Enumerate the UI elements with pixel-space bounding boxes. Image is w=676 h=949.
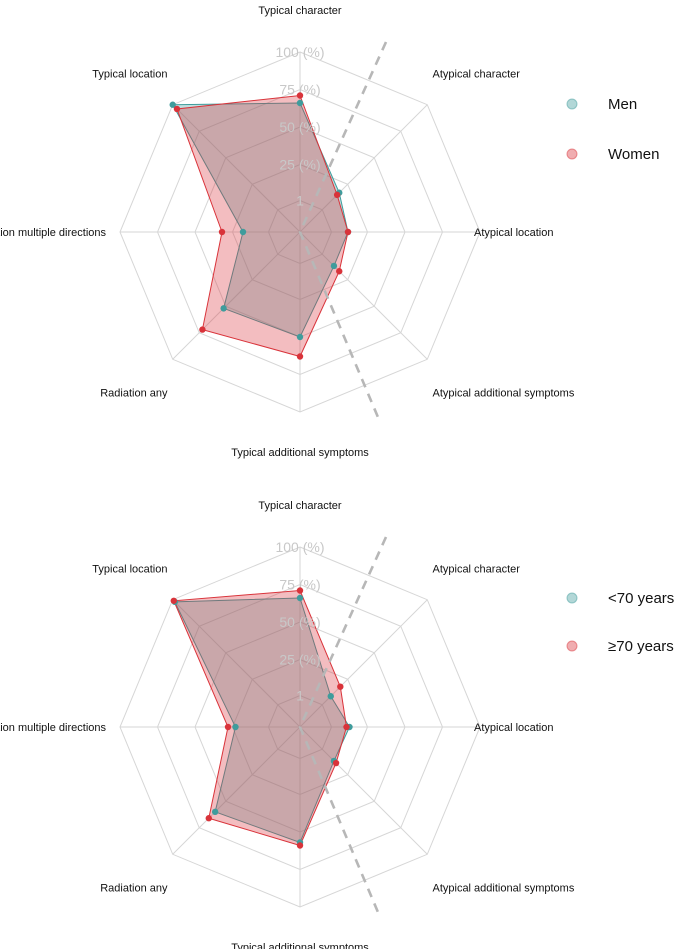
axis-label: Atypical additional symptoms [432, 882, 574, 894]
ring-label: 25 (%) [279, 652, 320, 668]
data-point [327, 693, 334, 700]
radar-chart-2: 1 25 (%) 50 (%) 75 (%) 100 (%) Typical charac… [0, 500, 674, 949]
data-point [330, 262, 338, 270]
legend-item: <70 years [566, 590, 674, 607]
data-point [343, 723, 350, 731]
ring-label: 100 (%) [275, 44, 324, 60]
data-point [336, 268, 343, 275]
axis-label: Radiation any [100, 882, 168, 894]
axis-label: Atypical additional symptoms [432, 387, 574, 399]
axis-label: Typical location [92, 69, 167, 81]
ring-label: 75 (%) [279, 82, 320, 98]
data-point [199, 326, 206, 333]
legend-label: ≥70 years [608, 638, 674, 655]
grid-spoke [172, 726, 301, 855]
radar-chart-1: 1 25 (%) 50 (%) 75 (%) 100 (%) Typical charac… [0, 5, 659, 459]
data-point [332, 759, 340, 767]
data-point [224, 723, 232, 731]
data-point [211, 808, 219, 816]
ring-label: 25 (%) [279, 157, 320, 173]
series-area-2 [176, 94, 349, 358]
axis-label: Typical additional symptoms [231, 942, 369, 949]
axis-label: Radiation multiple directions [0, 227, 106, 239]
grid-spoke [299, 726, 428, 855]
data-point [170, 597, 177, 604]
legend-item: ≥70 years [566, 638, 674, 655]
divider-line [298, 536, 388, 918]
axis-label: Typical location [92, 564, 167, 576]
data-point [218, 228, 226, 236]
axis-label: Typical character [258, 5, 341, 17]
grid-spoke [299, 231, 428, 360]
ring-label: 50 (%) [279, 119, 320, 135]
axis-label: Atypical location [474, 722, 554, 734]
data-point [337, 683, 344, 690]
divider-line [298, 41, 388, 423]
data-point [296, 594, 304, 602]
legend-swatch [566, 592, 578, 604]
data-point [239, 228, 247, 236]
grid-spoke [172, 231, 301, 360]
ring-label: 75 (%) [279, 577, 320, 593]
data-point [344, 228, 352, 236]
data-point [169, 101, 176, 108]
data-point [220, 305, 227, 312]
axis-label: Atypical location [474, 227, 554, 239]
ring-label: 50 (%) [279, 614, 320, 630]
axis-label: Atypical character [432, 564, 520, 576]
data-point [296, 92, 304, 99]
data-point [296, 333, 304, 341]
legend-label: Women [608, 146, 659, 163]
axis-label: Radiation multiple directions [0, 722, 106, 734]
axis-label: Typical character [258, 500, 341, 512]
legend-swatch [566, 640, 578, 652]
axis-label: Radiation any [100, 387, 168, 399]
legend-item: Men [566, 96, 637, 113]
grid-spoke [299, 104, 428, 233]
ring-label: 1 [296, 688, 304, 704]
grid-spoke [172, 104, 301, 233]
legend-label: <70 years [608, 590, 674, 607]
legend-swatch [566, 148, 578, 160]
data-point [205, 815, 212, 822]
axis-label: Atypical character [432, 69, 520, 81]
data-point [296, 99, 304, 107]
data-point [296, 842, 304, 849]
data-point [173, 105, 181, 113]
ring-label: 100 (%) [275, 539, 324, 555]
data-point [296, 353, 304, 360]
legend-label: Men [608, 96, 637, 113]
axis-label: Typical additional symptoms [231, 447, 369, 459]
legend-item: Women [566, 146, 659, 163]
ring-label: 1 [296, 193, 304, 209]
grid-spoke [172, 599, 301, 728]
data-point [333, 191, 341, 199]
data-point [296, 587, 304, 594]
data-point [232, 723, 239, 731]
grid-spoke [299, 599, 428, 728]
legend-swatch [566, 98, 578, 110]
